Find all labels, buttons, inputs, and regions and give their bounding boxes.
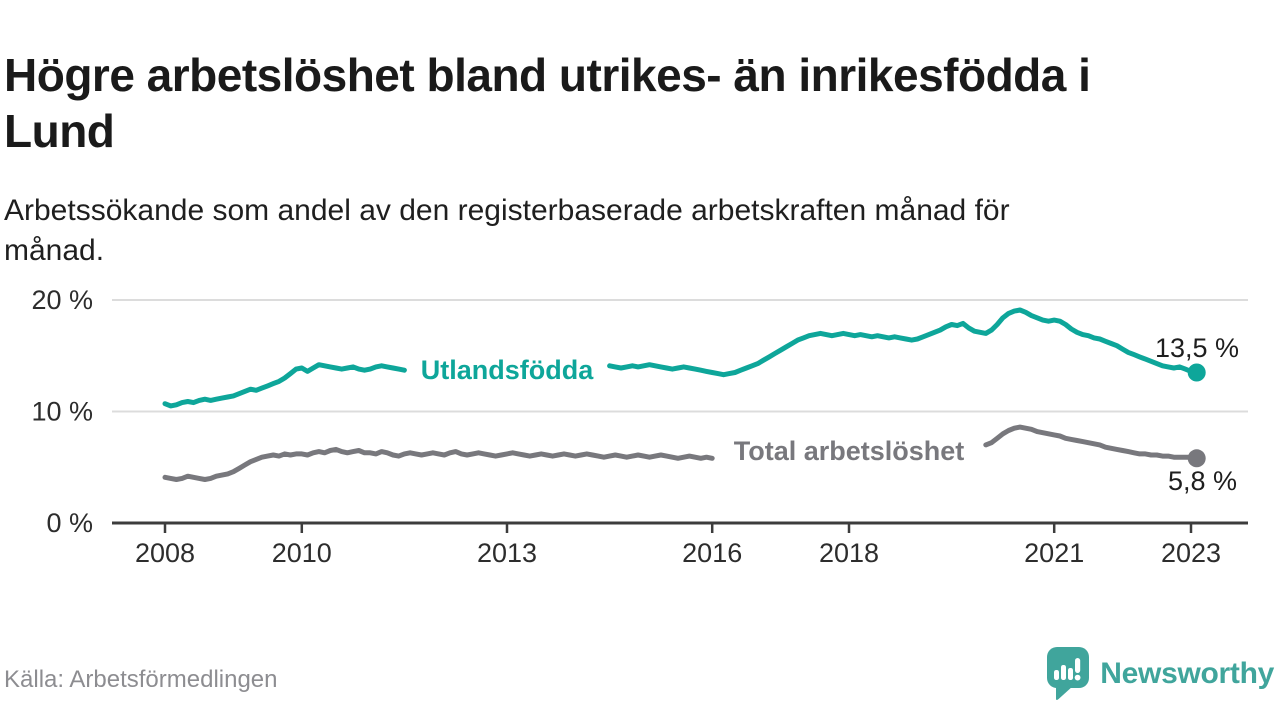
brand-name: Newsworthy [1100,657,1274,690]
newsworthy-logo: Newsworthy [1046,647,1274,701]
x-tick-label: 2016 [682,538,742,568]
x-tick-label: 2010 [272,538,332,568]
x-tick-label: 2023 [1161,538,1221,568]
series-line-total [162,446,715,482]
end-value-label-total: 5,8 % [1168,466,1237,496]
series-lines [162,307,1206,482]
x-tick-label: 2013 [477,538,537,568]
x-tick-label: 2008 [135,538,195,568]
series-line-total [983,424,1200,461]
series-end-dot-utlandsfodda [1187,363,1206,382]
x-tick-label: 2021 [1024,538,1084,568]
series-label-total-arbetsloshet: Total arbetslöshet [734,436,965,466]
series-label-utlandsfodda: Utlandsfödda [421,355,594,385]
gridlines [112,299,1248,413]
source-note: Källa: Arbetsförmedlingen [4,666,278,693]
newsworthy-bubble-chart-icon [1047,647,1090,700]
page-subtitle: Arbetssökande som andel av den registerb… [4,194,1010,267]
y-tick-label: 10 % [31,397,93,427]
x-axis: 0 % 10 % 20 % 2008 2010 2013 2016 2018 2021 2023 [31,285,1248,568]
series-end-dot-total [1187,449,1206,468]
x-tick-label: 2018 [819,538,879,568]
series-line-utlandsfodda [607,307,1200,378]
series-line-utlandsfodda [162,362,407,409]
y-tick-label: 20 % [31,285,93,315]
page-title: Högre arbetslöshet bland utrikes- än inr… [4,48,1091,157]
y-tick-label: 0 % [46,508,93,538]
end-value-label-utlandsfodda: 13,5 % [1155,333,1239,363]
